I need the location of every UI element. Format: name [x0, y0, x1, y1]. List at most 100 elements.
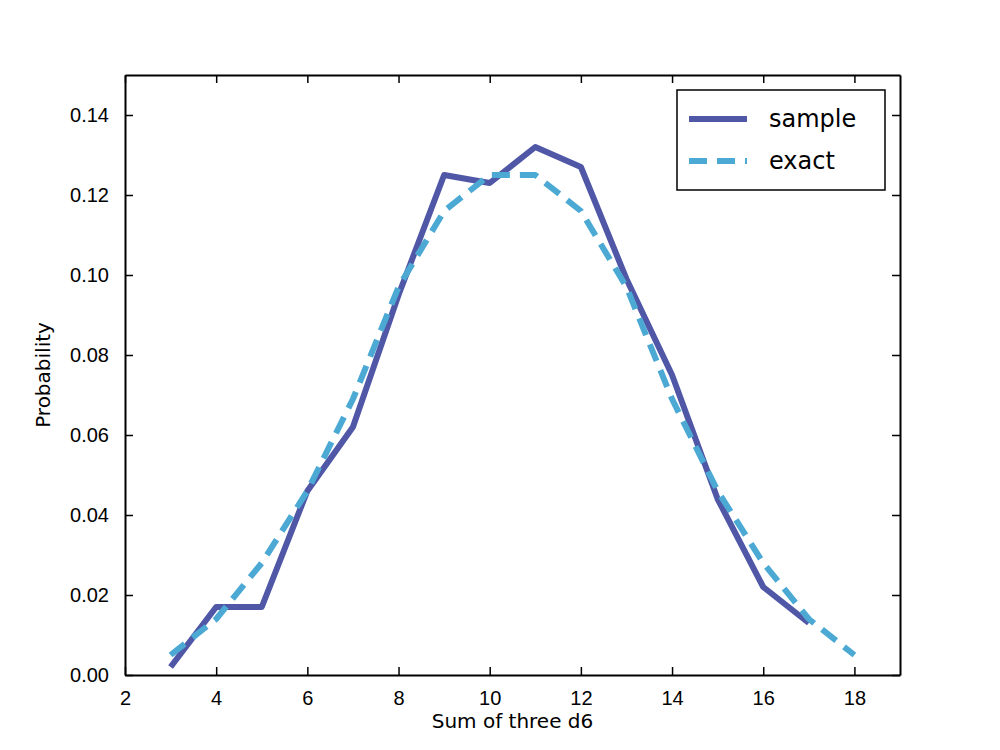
y-axis-right: [892, 76, 901, 676]
tick-mark: [398, 75, 400, 83]
tick: 0.02: [70, 584, 133, 606]
tick: 4: [211, 667, 222, 709]
tick-mark: [125, 195, 133, 197]
tick: 0.04: [70, 504, 133, 526]
tick-mark: [854, 75, 856, 83]
tick: 0.12: [70, 184, 133, 206]
tick-mark: [892, 275, 900, 277]
tick: [892, 675, 900, 676]
tick: 16: [753, 667, 775, 709]
tick: [892, 595, 900, 596]
tick: 0.00: [70, 664, 133, 686]
tick-label: 2: [120, 687, 131, 709]
tick: [307, 75, 308, 83]
tick-mark: [489, 75, 491, 83]
tick: 12: [570, 667, 592, 709]
y-axis: 0.00 0.02 0.04 0.06 0.08 0.10 0.12 0.14: [70, 76, 133, 686]
tick: [892, 275, 900, 276]
legend-swatch: [689, 116, 747, 122]
tick-mark: [125, 355, 133, 357]
tick-label: 4: [211, 687, 222, 709]
tick-mark: [125, 675, 133, 677]
x-axis-title: Sum of three d6: [432, 709, 594, 733]
tick: 0.14: [70, 104, 133, 126]
tick-mark: [892, 355, 900, 357]
tick-label: 6: [302, 687, 313, 709]
tick-mark: [892, 595, 900, 597]
tick-label: 16: [753, 687, 775, 709]
tick: 0.08: [70, 344, 133, 366]
tick-mark: [892, 115, 900, 117]
tick: 18: [844, 667, 866, 709]
tick: 6: [302, 667, 313, 709]
axis-line: [125, 76, 127, 676]
tick-label: 0.10: [70, 264, 109, 286]
tick-mark: [763, 75, 765, 83]
x-axis: 2 4 6 8 10 12 14 16 18: [120, 667, 901, 709]
line-dashed: [171, 175, 855, 655]
tick: 8: [393, 667, 404, 709]
tick: [399, 75, 400, 83]
tick-label: 0.02: [70, 584, 109, 606]
axis-line: [126, 75, 901, 77]
tick: 0.06: [70, 424, 133, 446]
axis-line: [900, 76, 902, 676]
plot: 246810121416180.000.020.040.060.080.100.…: [70, 75, 900, 709]
tick-label: 0.08: [70, 344, 109, 366]
tick-label: 14: [661, 687, 683, 709]
tick-mark: [892, 675, 900, 677]
tick-mark: [581, 75, 583, 83]
tick: [892, 195, 900, 196]
tick-label: 0.12: [70, 184, 109, 206]
tick: [581, 75, 582, 83]
tick-label: 12: [570, 687, 592, 709]
tick: 0.10: [70, 264, 133, 286]
legend-label: sample: [769, 105, 856, 133]
tick: [892, 115, 900, 116]
tick-label: 10: [479, 687, 501, 709]
line-solid: [171, 147, 809, 667]
tick-mark: [892, 435, 900, 437]
tick: [892, 515, 900, 516]
tick: [892, 435, 900, 436]
x-axis-top: [126, 75, 901, 83]
tick-label: 0.04: [70, 504, 109, 526]
tick-mark: [672, 667, 674, 675]
tick-mark: [125, 515, 133, 517]
tick-mark: [125, 595, 133, 597]
tick-label: 18: [844, 687, 866, 709]
tick-mark: [125, 275, 133, 277]
tick-mark: [125, 435, 133, 437]
tick-mark: [307, 75, 309, 83]
legend-label: exact: [769, 147, 835, 175]
tick: [672, 75, 673, 83]
legend-box: [677, 90, 885, 190]
tick-mark: [216, 75, 218, 83]
tick-mark: [398, 667, 400, 675]
tick-mark: [307, 667, 309, 675]
tick: 10: [479, 667, 501, 709]
tick-label: 0.00: [70, 664, 109, 686]
tick-mark: [125, 115, 133, 117]
tick-mark: [216, 667, 218, 675]
tick-mark: [581, 667, 583, 675]
tick-label: 0.06: [70, 424, 109, 446]
tick: [854, 75, 855, 83]
tick-mark: [854, 667, 856, 675]
background: [0, 0, 1000, 750]
tick: [892, 355, 900, 356]
tick-mark: [672, 75, 674, 83]
y-axis-title: Probability: [31, 322, 55, 428]
tick-mark: [892, 515, 900, 517]
tick: 14: [661, 667, 683, 709]
tick: [490, 75, 491, 83]
axis-line: [126, 675, 901, 677]
tick: [763, 75, 764, 83]
lines: [171, 147, 855, 667]
legend: sample exact: [677, 90, 885, 190]
tick-mark: [489, 667, 491, 675]
tick-mark: [763, 667, 765, 675]
tick: [216, 75, 217, 83]
tick-mark: [892, 195, 900, 197]
tick-label: 0.14: [70, 104, 109, 126]
